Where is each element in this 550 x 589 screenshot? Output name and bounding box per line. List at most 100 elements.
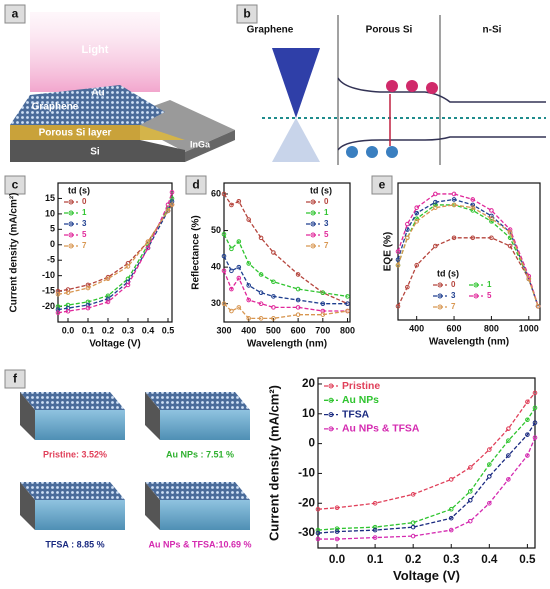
panel-letter: f (13, 372, 18, 386)
data-point (506, 453, 511, 458)
legend-label: 3 (451, 291, 456, 300)
series-line (317, 407, 536, 531)
data-point (125, 282, 131, 288)
panel-letter-box (4, 4, 26, 24)
y-tick-label: 50 (211, 225, 221, 235)
series-line (223, 233, 348, 298)
x-tick-label: 500 (266, 325, 281, 335)
data-point (345, 294, 350, 299)
data-point (526, 273, 532, 279)
y-axis-label: Reflectance (%) (191, 215, 202, 289)
data-point (295, 305, 301, 310)
panel-letter: b (243, 7, 250, 21)
legend-label: 0 (451, 280, 456, 289)
data-point (489, 235, 494, 241)
data-point (414, 216, 419, 221)
legend-label: 0 (82, 197, 87, 206)
y-tick-label: 40 (211, 262, 221, 272)
data-point (85, 299, 91, 305)
legend-marker (437, 304, 443, 310)
data-point (85, 285, 91, 291)
data-point (55, 307, 61, 312)
data-point (320, 312, 326, 317)
x-tick-label: 0.5 (519, 553, 536, 566)
graphene-label: Graphene (247, 25, 294, 36)
data-point (221, 268, 227, 274)
series-line (397, 193, 539, 307)
plot-frame (57, 182, 173, 323)
legend-label: 1 (82, 208, 87, 217)
data-point (169, 202, 175, 207)
data-point (372, 527, 378, 533)
legend-label: TFSA (342, 409, 370, 420)
data-point (65, 287, 71, 292)
data-point (489, 213, 494, 219)
data-point (105, 276, 111, 282)
legend-marker (310, 243, 316, 249)
data-point (229, 202, 234, 208)
data-point (236, 275, 242, 281)
data-point (315, 536, 321, 542)
data-point (470, 208, 476, 213)
y-tick-label: 30 (211, 298, 221, 308)
data-point (295, 272, 301, 277)
x-tick-label: 300 (216, 325, 231, 335)
data-point (271, 294, 276, 299)
both-caption: Au NPs & TFSA:10.69 % (148, 539, 251, 549)
legend-marker (310, 221, 316, 227)
porous-si-label: Porous Si (366, 25, 413, 36)
data-point (105, 293, 111, 299)
data-point (525, 432, 530, 437)
series-line (57, 192, 173, 314)
x-tick-label: 600 (447, 323, 462, 333)
panel-a-illustration (10, 12, 235, 162)
data-point (236, 264, 242, 270)
series-line (57, 201, 173, 311)
data-point (470, 235, 476, 241)
series-line (317, 422, 536, 534)
panel-letter: c (12, 178, 19, 192)
data-point (507, 230, 513, 235)
y-tick-label: 5 (50, 224, 55, 234)
legend-label: Au NPs & TFSA (342, 424, 420, 435)
data-point (55, 310, 61, 316)
data-point (467, 465, 473, 470)
data-point (470, 197, 476, 202)
data-point (169, 189, 175, 195)
data-point (295, 312, 301, 317)
data-point (221, 191, 227, 197)
data-point (221, 253, 227, 259)
data-point (448, 506, 454, 512)
series-line (57, 204, 173, 292)
data-point (246, 217, 252, 222)
data-point (405, 221, 410, 227)
data-point (395, 249, 401, 254)
x-tick-label: 800 (340, 325, 355, 335)
light-label: Light (82, 44, 109, 56)
data-point (487, 447, 492, 452)
graphene-label: Graphene (32, 102, 79, 113)
data-point (448, 527, 454, 533)
data-point (526, 276, 532, 282)
x-tick-label: 0.1 (367, 553, 384, 566)
panel-letter: a (12, 7, 19, 21)
data-point (451, 235, 457, 241)
data-point (65, 302, 71, 308)
legend-marker (473, 293, 479, 299)
data-point (448, 515, 454, 521)
series-line (223, 255, 348, 305)
y-tick-label: -5 (47, 255, 55, 265)
si-label: Si (90, 147, 100, 158)
data-point (334, 536, 340, 542)
data-point (525, 453, 530, 458)
data-point (334, 526, 340, 531)
legend-marker (68, 210, 74, 216)
data-point (372, 524, 378, 530)
data-point (467, 518, 473, 524)
data-point (433, 205, 438, 210)
plot-frame (223, 182, 351, 323)
legend-label: 7 (324, 241, 329, 250)
x-axis-label: Wavelength (nm) (247, 339, 327, 350)
y-tick-label: -10 (298, 467, 315, 480)
